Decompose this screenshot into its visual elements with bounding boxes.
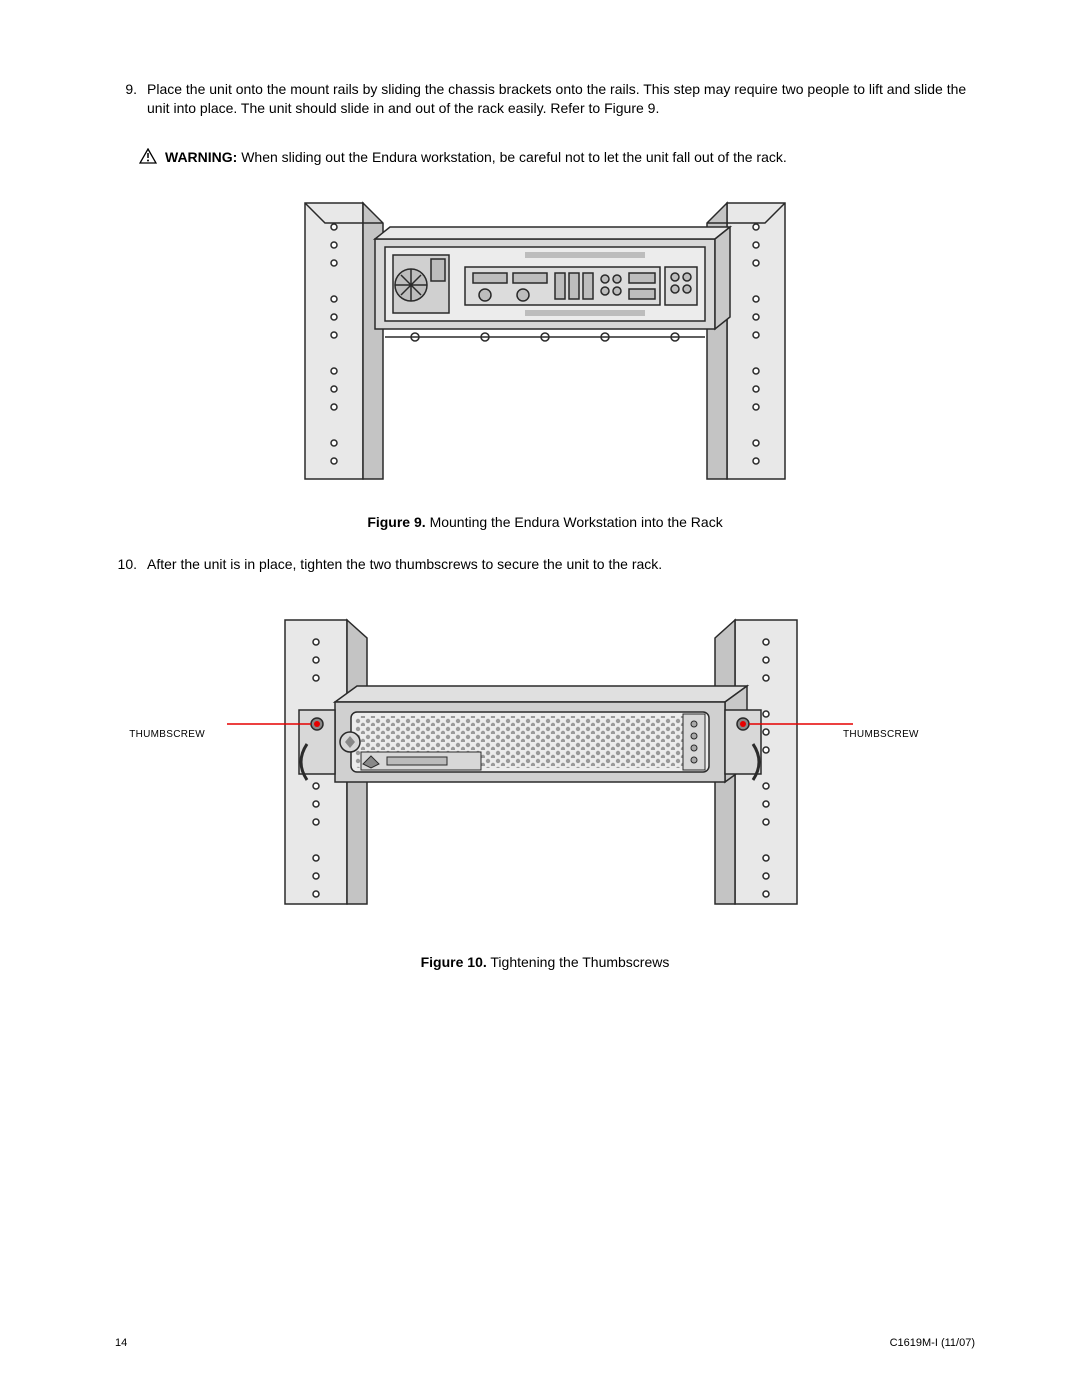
- callout-left: THUMBSCREW: [105, 729, 205, 740]
- figure-9-image: [115, 189, 975, 499]
- figure-10-label: Figure 10.: [421, 954, 487, 970]
- page-number: 14: [115, 1337, 127, 1349]
- figure-9-label: Figure 9.: [367, 514, 425, 530]
- page-footer: 14 C1619M-I (11/07): [115, 1337, 975, 1349]
- doc-id: C1619M-I (11/07): [890, 1337, 975, 1349]
- step-9-num: 9.: [115, 80, 147, 118]
- step-10: 10. After the unit is in place, tighten …: [115, 555, 975, 574]
- figure-9-caption: Figure 9. Mounting the Endura Workstatio…: [115, 514, 975, 530]
- step-9-text: Place the unit onto the mount rails by s…: [147, 80, 975, 118]
- figure-9-caption-text: Mounting the Endura Workstation into the…: [430, 514, 723, 530]
- warning-row: WARNING: When sliding out the Endura wor…: [115, 148, 975, 169]
- warning-label: WARNING:: [165, 149, 237, 165]
- warning-text: When sliding out the Endura workstation,…: [241, 149, 787, 165]
- figure-10-caption-text: Tightening the Thumbscrews: [490, 954, 669, 970]
- step-9: 9. Place the unit onto the mount rails b…: [115, 80, 975, 118]
- step-10-num: 10.: [115, 555, 147, 574]
- step-10-text: After the unit is in place, tighten the …: [147, 555, 975, 574]
- warning-text-container: WARNING: When sliding out the Endura wor…: [165, 148, 787, 167]
- figure-10-image: [115, 614, 975, 924]
- callout-right: THUMBSCREW: [843, 729, 963, 740]
- figure-10-caption: Figure 10. Tightening the Thumbscrews: [115, 954, 975, 970]
- warning-icon: [139, 148, 157, 169]
